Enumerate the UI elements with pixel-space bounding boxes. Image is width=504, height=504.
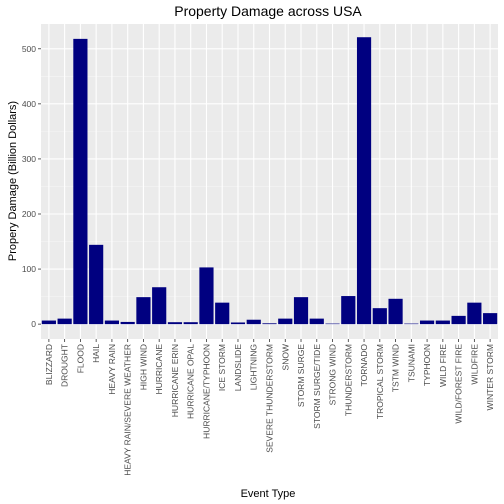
bar xyxy=(325,323,340,325)
x-tick-label: WILD FIRE xyxy=(438,344,448,387)
bar xyxy=(435,320,450,325)
bar xyxy=(41,320,56,325)
y-tick-label: 500 xyxy=(22,44,36,54)
bar xyxy=(309,318,324,325)
x-tick-label: HEAVY RAIN/SEVERE WEATHER xyxy=(123,344,133,476)
x-tick-label: HURRICANE xyxy=(154,344,164,395)
x-tick-label: TORNADO xyxy=(359,344,369,387)
bar xyxy=(57,318,72,325)
x-tick-label: HURRICANE ERIN xyxy=(170,344,180,417)
x-tick-label: HAIL xyxy=(91,344,101,363)
x-tick-label: ICE STORM xyxy=(217,344,227,391)
x-tick-label: BLIZZARD xyxy=(44,344,54,385)
bar xyxy=(199,267,214,325)
bar xyxy=(167,322,183,325)
y-tick-label: 0 xyxy=(31,319,36,329)
bars xyxy=(41,37,498,325)
bar xyxy=(215,302,230,325)
bar xyxy=(230,322,246,325)
y-tick-label: 300 xyxy=(22,154,36,164)
y-axis-title: Propery Damage (Billion Dollars) xyxy=(7,101,19,261)
bar xyxy=(152,287,167,325)
bar xyxy=(89,244,104,325)
x-tick-label: HURRICANE OPAL xyxy=(186,344,196,419)
bar xyxy=(104,320,119,325)
bar xyxy=(356,37,372,325)
bar xyxy=(419,320,435,325)
x-tick-label: HURRICANE/TYPHOON xyxy=(201,344,211,439)
x-tick-label: HEAVY RAIN xyxy=(107,344,117,395)
x-axis: BLIZZARD DROUGHT FLOOD HAIL HEAVY RAIN HEAVY … xyxy=(44,339,495,476)
y-tick-label: 200 xyxy=(22,209,36,219)
bar xyxy=(341,296,356,325)
y-tick-label: 100 xyxy=(22,264,36,274)
x-tick-label: WINTER STORM xyxy=(485,344,495,410)
bar xyxy=(467,302,482,325)
x-tick-label: SEVERE THUNDERSTORM xyxy=(265,344,275,453)
bar xyxy=(451,315,466,325)
x-tick-label: WILDFIRE xyxy=(469,344,479,385)
x-tick-label: STRONG WIND xyxy=(328,344,338,405)
x-tick-label: TROPICAL STORM xyxy=(375,344,385,419)
y-axis: 0 100 200 300 400 500 xyxy=(22,44,41,329)
chart-title: Property Damage across USA xyxy=(174,3,362,19)
bar xyxy=(183,322,198,325)
x-axis-title: Event Type xyxy=(241,488,296,500)
bar xyxy=(73,38,88,325)
bar xyxy=(404,323,419,325)
x-tick-label: DROUGHT xyxy=(60,344,70,387)
x-tick-label: STORM SURGE/TIDE xyxy=(312,344,322,429)
bar xyxy=(372,308,387,325)
x-tick-label: LIGHTNING xyxy=(249,344,259,390)
x-tick-label: TSUNAMI xyxy=(406,344,416,382)
bar xyxy=(483,313,498,325)
x-tick-label: LANDSLIDE xyxy=(233,344,243,392)
x-tick-label: FLOOD xyxy=(75,344,85,373)
bar xyxy=(246,319,261,325)
gridlines xyxy=(41,24,498,339)
bar xyxy=(136,297,151,325)
bar xyxy=(120,321,135,325)
x-tick-label: WILD/FOREST FIRE xyxy=(454,344,464,424)
bar xyxy=(293,297,309,325)
x-tick-label: TYPHOON xyxy=(422,344,432,386)
x-tick-label: TSTM WIND xyxy=(391,344,401,392)
bar xyxy=(262,323,277,325)
x-tick-label: HIGH WIND xyxy=(138,344,148,390)
bar xyxy=(278,318,293,325)
bar xyxy=(388,298,403,325)
x-tick-label: STORM SURGE xyxy=(296,344,306,407)
x-tick-label: SNOW xyxy=(280,344,290,370)
y-tick-label: 400 xyxy=(22,99,36,109)
x-tick-label: THUNDERSTORM xyxy=(343,344,353,416)
